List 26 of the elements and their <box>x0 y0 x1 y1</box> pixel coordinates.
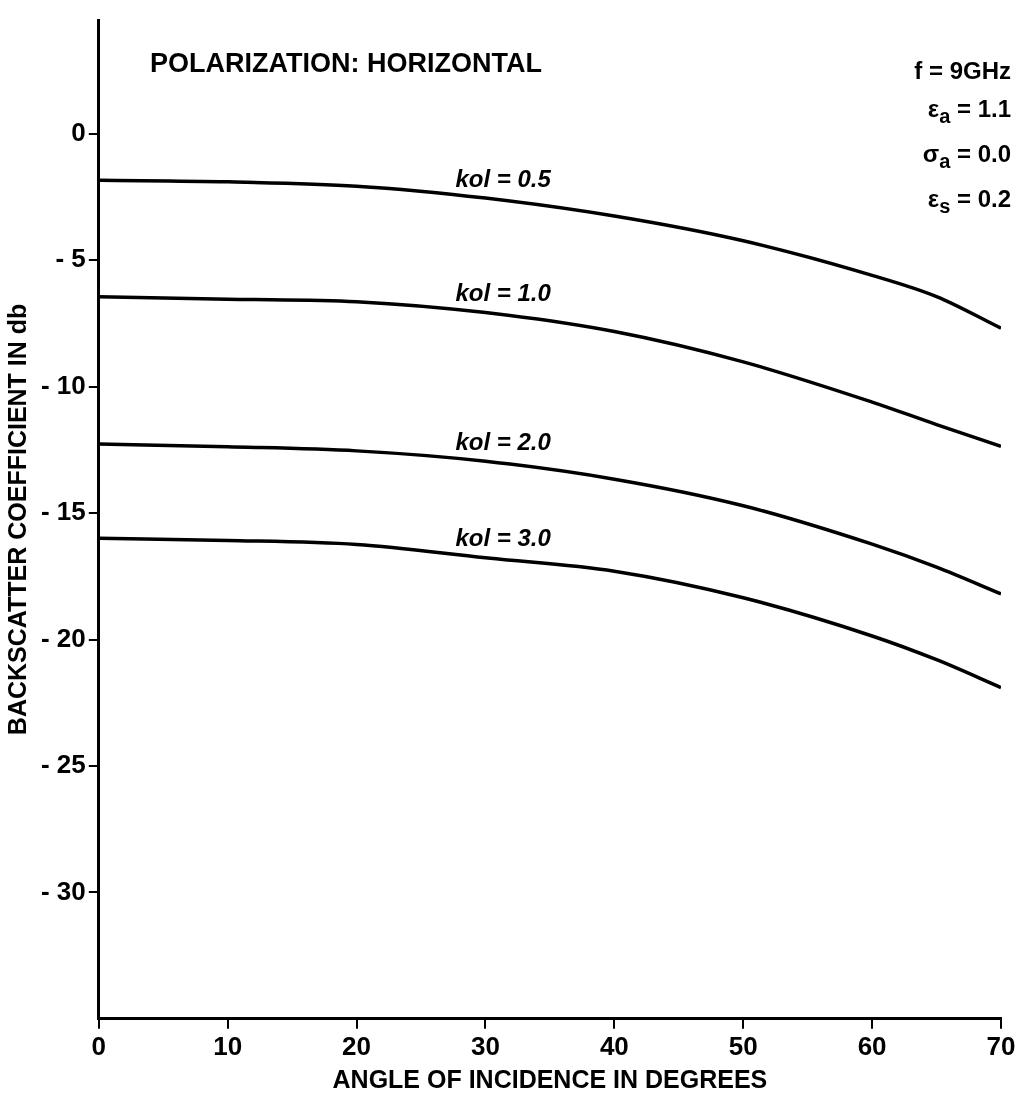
y-tick-label: - 10 <box>40 369 86 400</box>
y-tick-label: - 25 <box>40 749 86 780</box>
x-tick-label: 20 <box>342 1030 372 1061</box>
x-tick-label: 10 <box>213 1030 243 1061</box>
x-tick-label: 0 <box>91 1030 107 1061</box>
annotation: f = 9GHz <box>914 56 1011 86</box>
y-tick-label: - 20 <box>40 622 86 653</box>
y-tick-label: 0 <box>71 116 86 147</box>
annotation: σ$_{a}$ = 0.0 <box>921 138 1011 174</box>
x-tick-label: 40 <box>599 1030 629 1061</box>
series-label: kol = 1.0 <box>455 279 552 307</box>
x-tick-label: 50 <box>728 1030 758 1061</box>
x-tick-label: 70 <box>986 1030 1016 1061</box>
x-axis-title: ANGLE OF INCIDENCE IN DEGREES <box>332 1064 768 1093</box>
x-tick-label: 60 <box>857 1030 887 1061</box>
annotation: ε$_{a}$ = 1.1 <box>926 94 1011 129</box>
text: POLARIZATION: HORIZONTAL <box>150 48 542 79</box>
y-tick-label: - 15 <box>40 496 86 527</box>
series-label: kol = 3.0 <box>455 524 552 552</box>
y-axis-title: BACKSCATTER COEFFICIENT IN db <box>2 303 31 736</box>
y-tick-label: - 30 <box>40 875 86 906</box>
x-tick-label: 30 <box>471 1030 500 1061</box>
series-label: kol = 2.0 <box>455 427 552 455</box>
annotation: ε$_{s}$ = 0.2 <box>926 183 1011 219</box>
series-label: kol = 0.5 <box>455 164 552 192</box>
y-tick-label: - 5 <box>55 243 86 274</box>
